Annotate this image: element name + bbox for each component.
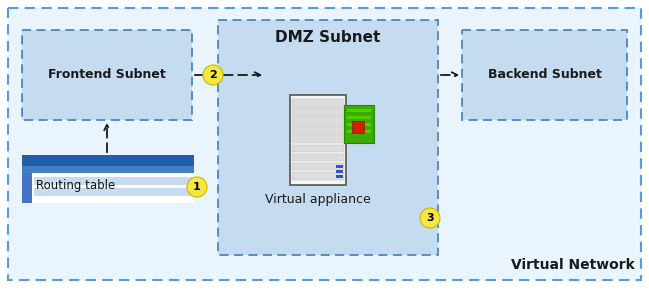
Text: Backend Subnet: Backend Subnet bbox=[487, 68, 602, 81]
Bar bbox=[336, 175, 343, 178]
Bar bbox=[347, 130, 371, 133]
Bar bbox=[292, 163, 344, 171]
Bar bbox=[34, 177, 192, 185]
Bar bbox=[347, 123, 371, 126]
Bar bbox=[22, 173, 194, 203]
Bar bbox=[290, 95, 346, 185]
Bar bbox=[292, 117, 344, 125]
Circle shape bbox=[203, 65, 223, 85]
Bar bbox=[292, 108, 344, 116]
Circle shape bbox=[187, 177, 207, 197]
Text: Routing table: Routing table bbox=[36, 179, 116, 191]
Bar bbox=[22, 155, 194, 166]
Bar bbox=[218, 20, 438, 255]
Bar bbox=[344, 105, 374, 143]
Bar bbox=[462, 30, 627, 120]
Bar bbox=[34, 188, 192, 196]
Bar bbox=[22, 166, 194, 173]
Bar bbox=[22, 30, 192, 120]
Bar bbox=[336, 170, 343, 173]
Bar bbox=[292, 172, 344, 180]
Bar bbox=[292, 126, 344, 134]
Bar bbox=[347, 109, 371, 112]
Text: Frontend Subnet: Frontend Subnet bbox=[48, 68, 166, 81]
Text: 2: 2 bbox=[209, 70, 217, 80]
Text: DMZ Subnet: DMZ Subnet bbox=[275, 30, 381, 46]
Bar bbox=[352, 121, 364, 133]
Bar bbox=[292, 99, 344, 107]
Text: Virtual Network: Virtual Network bbox=[511, 258, 635, 272]
Bar bbox=[347, 116, 371, 119]
Text: Virtual appliance: Virtual appliance bbox=[265, 193, 371, 206]
Bar bbox=[292, 135, 344, 143]
Bar bbox=[22, 173, 32, 203]
Circle shape bbox=[420, 208, 440, 228]
Text: 3: 3 bbox=[426, 213, 434, 223]
Bar bbox=[336, 165, 343, 168]
Text: 1: 1 bbox=[193, 182, 201, 192]
Bar bbox=[292, 144, 344, 152]
Bar bbox=[292, 154, 344, 161]
